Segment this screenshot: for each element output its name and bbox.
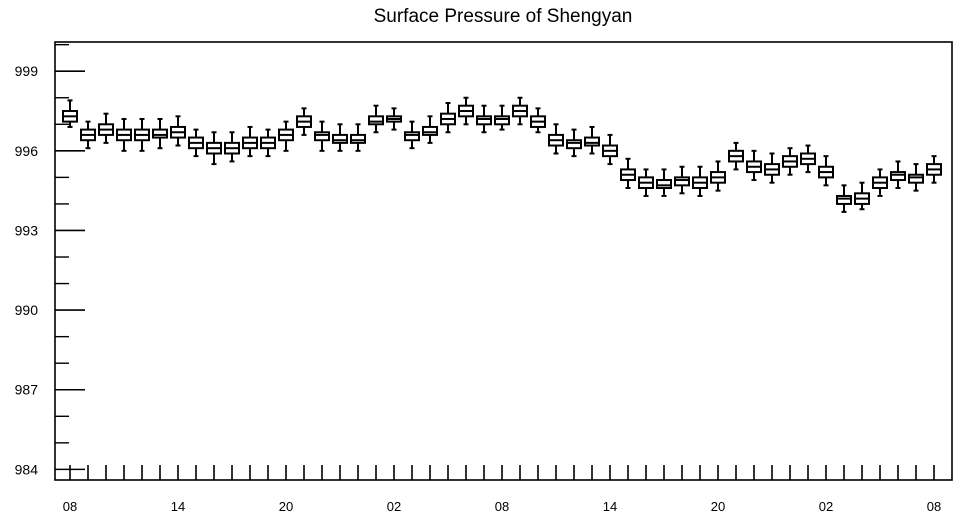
box-item — [296, 107, 312, 136]
box-item — [782, 147, 798, 176]
y-tick-label: 996 — [15, 143, 39, 159]
box-item — [746, 149, 762, 182]
box-item — [152, 117, 168, 150]
box-item — [260, 128, 276, 158]
y-tick-label: 984 — [15, 461, 39, 477]
box-item — [494, 104, 510, 131]
box-item — [638, 168, 654, 197]
box-body — [404, 131, 420, 142]
box-item — [710, 160, 726, 192]
x-tick-label: 14 — [171, 499, 185, 514]
box-item — [242, 125, 258, 158]
x-tick-label: 20 — [711, 499, 725, 514]
box-item — [728, 141, 744, 171]
box-item — [404, 120, 420, 150]
box-item — [224, 131, 240, 163]
box-item — [440, 102, 456, 134]
box-item — [674, 165, 690, 195]
box-item — [602, 133, 618, 166]
box-item — [458, 96, 474, 126]
box-body — [422, 125, 438, 136]
box-item — [926, 155, 942, 184]
box-body — [584, 136, 600, 147]
box-item — [170, 115, 186, 147]
box-body — [350, 133, 366, 144]
box-item — [584, 125, 600, 155]
box-item — [620, 157, 636, 189]
y-tick-label: 999 — [15, 63, 39, 79]
y-tick-label: 987 — [15, 382, 39, 398]
box-item — [476, 104, 492, 134]
box-item — [368, 104, 384, 134]
box-item — [764, 152, 780, 184]
box-item — [890, 160, 906, 189]
x-tick-label: 02 — [819, 499, 833, 514]
box-item — [908, 163, 924, 192]
x-tick-label: 08 — [63, 499, 77, 514]
x-tick-label: 08 — [927, 499, 941, 514]
box-item — [512, 96, 528, 126]
box-item — [332, 123, 348, 152]
box-body — [494, 115, 510, 126]
box-item — [206, 131, 222, 166]
box-item — [854, 181, 870, 211]
box-body — [476, 115, 492, 126]
x-tick-label: 20 — [279, 499, 293, 514]
y-tick-label: 993 — [15, 222, 39, 238]
box-item — [422, 115, 438, 144]
box-item — [116, 117, 132, 152]
y-tick-label: 990 — [15, 302, 39, 318]
box-item — [314, 120, 330, 152]
box-item — [350, 123, 366, 152]
box-item — [188, 128, 204, 158]
box-body — [368, 115, 384, 126]
box-item — [278, 120, 294, 152]
x-axis: 08 14 20 02 08 14 20 02 08 — [63, 465, 941, 514]
chart-title: Surface Pressure of Shengyan — [374, 6, 633, 27]
box-item — [62, 99, 78, 128]
box-item — [692, 165, 708, 197]
box-series — [62, 96, 942, 213]
box-item — [656, 168, 672, 197]
box-item — [818, 155, 834, 187]
box-body — [836, 194, 852, 205]
box-item — [800, 144, 816, 174]
box-item — [836, 184, 852, 213]
box-item — [566, 128, 582, 158]
y-axis: 984 987 990 993 996 999 — [15, 43, 85, 477]
box-item — [386, 107, 402, 131]
box-body — [674, 176, 690, 187]
box-item — [134, 117, 150, 152]
box-item — [80, 120, 96, 150]
box-body — [890, 171, 906, 182]
box-body — [566, 139, 582, 150]
box-body — [332, 133, 348, 144]
box-body — [656, 179, 672, 189]
box-item — [98, 112, 114, 144]
box-item — [548, 123, 564, 155]
box-body — [908, 173, 924, 184]
x-tick-label: 14 — [603, 499, 617, 514]
box-body — [314, 131, 330, 142]
x-tick-label: 08 — [495, 499, 509, 514]
box-item — [530, 107, 546, 134]
box-body — [152, 128, 168, 139]
plot-frame — [54, 41, 953, 481]
x-tick-label: 02 — [387, 499, 401, 514]
box-item — [872, 168, 888, 197]
